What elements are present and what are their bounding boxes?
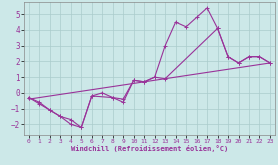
X-axis label: Windchill (Refroidissement éolien,°C): Windchill (Refroidissement éolien,°C) [71,145,228,152]
